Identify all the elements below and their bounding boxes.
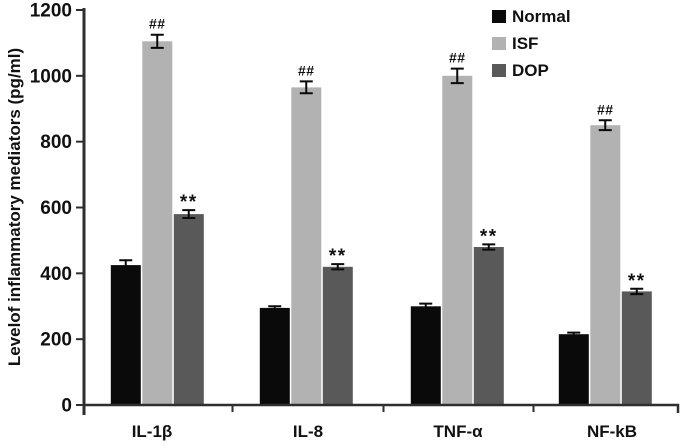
legend-swatch-isf — [492, 37, 506, 50]
y-tick-label: 1000 — [30, 66, 72, 87]
y-tick-label: 1200 — [30, 1, 72, 22]
x-category-label-3: TNF-α — [433, 422, 483, 441]
bar-isf-4 — [590, 125, 621, 405]
x-category-label-2: IL-8 — [293, 422, 323, 441]
annotation-isf-3: ## — [449, 50, 466, 66]
annotation-isf-1: ## — [149, 16, 166, 32]
legend: Normal ISF DOP — [492, 8, 571, 79]
bar-isf-3 — [442, 75, 473, 406]
error-bar-normal-4 — [567, 331, 581, 337]
annotation-dop-3: ** — [480, 226, 498, 247]
error-bar-isf-1 — [150, 33, 164, 49]
legend-label-normal: Normal — [512, 7, 571, 26]
y-tick-label: 400 — [40, 264, 72, 285]
bar-normal-1 — [110, 265, 141, 405]
error-bar-dop-3 — [482, 243, 496, 251]
error-bar-normal-3 — [419, 302, 433, 310]
legend-item-normal: Normal — [492, 8, 571, 25]
legend-swatch-dop — [492, 64, 506, 77]
error-bar-dop-4 — [630, 287, 644, 296]
y-tick-label: 800 — [40, 132, 72, 153]
y-axis-title: Levelof inflammatory mediators (pg/ml) — [5, 47, 24, 367]
bar-isf-1 — [142, 41, 173, 406]
y-tick-label: 200 — [40, 330, 72, 351]
y-tick-label: 0 — [61, 396, 72, 417]
bar-dop-4 — [621, 291, 652, 405]
x-category-label-4: NF-kB — [587, 422, 637, 441]
annotation-dop-2: ** — [329, 246, 347, 267]
error-bar-isf-3 — [450, 67, 464, 85]
x-axis-line — [82, 403, 680, 413]
error-bar-isf-4 — [598, 119, 612, 132]
annotation-isf-4: ## — [597, 101, 614, 117]
error-bar-dop-1 — [182, 209, 196, 219]
error-bar-isf-2 — [299, 80, 313, 95]
legend-item-dop: DOP — [492, 62, 571, 79]
bar-dop-2 — [322, 266, 353, 406]
bar-dop-3 — [473, 247, 504, 405]
legend-swatch-normal — [492, 10, 506, 23]
error-bar-dop-2 — [331, 263, 345, 271]
legend-label-isf: ISF — [512, 34, 539, 53]
y-tick-label: 600 — [40, 198, 72, 219]
bar-normal-3 — [410, 306, 441, 406]
bar-normal-2 — [259, 307, 290, 405]
legend-item-isf: ISF — [492, 35, 571, 52]
annotation-isf-2: ## — [298, 62, 315, 78]
annotation-dop-1: ** — [180, 192, 198, 213]
error-bar-normal-2 — [268, 305, 282, 311]
x-category-label-1: IL-1β — [132, 422, 173, 441]
bar-normal-4 — [558, 334, 589, 405]
bar-dop-1 — [173, 214, 204, 405]
legend-label-dop: DOP — [512, 61, 549, 80]
error-bar-normal-1 — [119, 259, 133, 271]
bar-isf-2 — [291, 87, 322, 406]
annotation-dop-4: ** — [628, 271, 646, 292]
